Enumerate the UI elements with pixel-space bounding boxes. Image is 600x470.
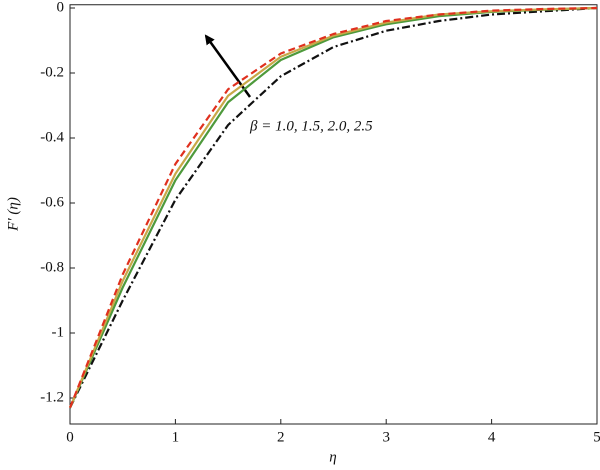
line-series [68, 6, 598, 409]
x-axis-label: η [329, 449, 336, 465]
x-tick-label: 1 [172, 429, 180, 445]
x-tick-label: 2 [277, 429, 285, 445]
y-tick-label: -0.2 [40, 64, 64, 80]
line-series [68, 6, 598, 409]
x-tick-label: 0 [66, 429, 74, 445]
y-tick-label: -1 [52, 324, 65, 340]
y-tick-label: -0.4 [40, 129, 64, 145]
y-tick-label: -1.2 [40, 389, 64, 405]
y-tick-label: -0.6 [40, 194, 64, 210]
y-axis-label: F′ (η) [5, 197, 21, 232]
x-tick-label: 5 [593, 429, 600, 445]
y-tick-label: -0.8 [40, 259, 64, 275]
line-series [68, 6, 598, 409]
line-series [69, 6, 598, 409]
annotation: β = 1.0, 1.5, 2.0, 2.5 [249, 118, 373, 134]
x-tick-label: 4 [488, 429, 496, 445]
x-tick-label: 3 [382, 429, 390, 445]
plot-frame [69, 4, 598, 425]
arrow [204, 34, 252, 98]
y-tick-label: 0 [57, 0, 65, 15]
